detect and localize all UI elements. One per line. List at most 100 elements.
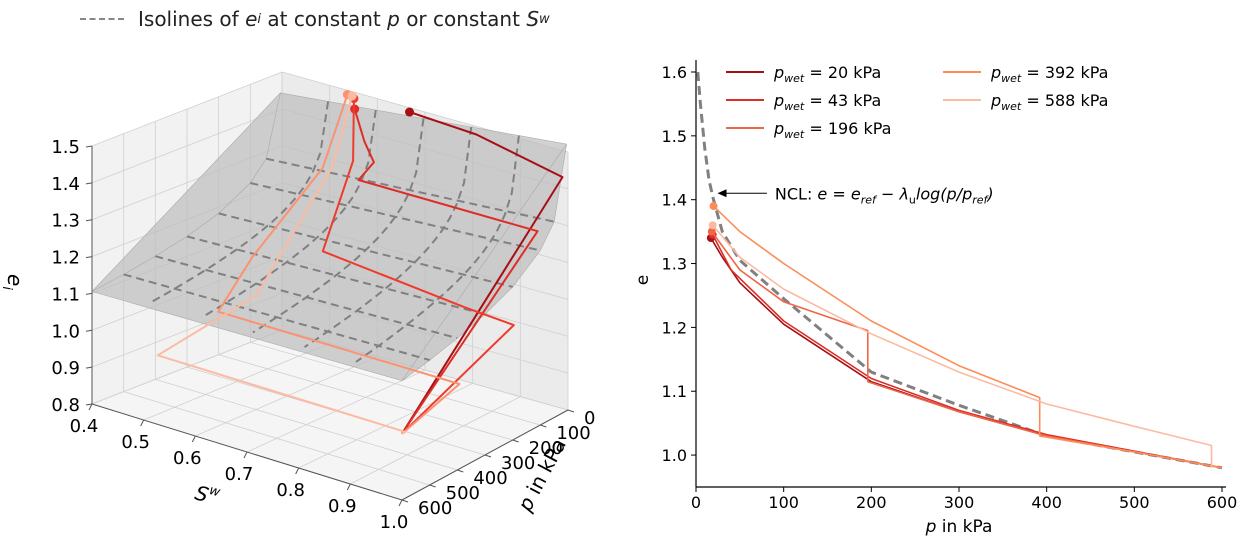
p-tick-mark bbox=[567, 409, 575, 413]
z-tick-label: 0.8 bbox=[51, 395, 80, 416]
z-tick-mark bbox=[85, 145, 93, 148]
sw-tick-mark bbox=[88, 403, 93, 411]
sw-tick-label: 0.4 bbox=[70, 416, 99, 437]
p-tick-label: 600 bbox=[418, 498, 452, 519]
z-tick-mark bbox=[85, 366, 93, 369]
z-tick-mark bbox=[85, 256, 93, 259]
z-tick-mark bbox=[85, 292, 93, 295]
z-axis-label: ei bbox=[0, 274, 27, 290]
series-start-marker-2 bbox=[707, 227, 716, 236]
series-start-marker-4 bbox=[708, 221, 717, 230]
legend-label-4: pwet = 588 kPa bbox=[990, 91, 1108, 113]
x-tick-label: 0 bbox=[691, 493, 701, 512]
isoline-constant-p bbox=[218, 212, 513, 288]
p-tick-mark bbox=[540, 424, 547, 428]
legend-label-2: pwet = 196 kPa bbox=[773, 119, 891, 141]
stress-path-0 bbox=[401, 111, 564, 435]
z-tick-mark bbox=[85, 182, 93, 185]
surface-chart-3d: 0.4 0.5 0.6 0.7 0.8 0.9 1.0 0100200300400500600… bbox=[0, 71, 595, 533]
p-tick-mark bbox=[401, 499, 409, 503]
p-tick-label: 0 bbox=[584, 408, 595, 429]
p-tick-label: 500 bbox=[446, 483, 480, 504]
stress-path-3 bbox=[217, 94, 461, 435]
sw-tick-mark bbox=[295, 467, 300, 475]
legend-s-superscript: w bbox=[539, 11, 550, 27]
series-line-0 bbox=[710, 237, 1223, 469]
isoline-constant-sw bbox=[355, 135, 520, 363]
figure-legend-or: or constant bbox=[406, 7, 520, 31]
z-tick-label: 1.3 bbox=[51, 211, 80, 232]
annotation-arrow-head bbox=[717, 189, 727, 198]
x-axis-label: p in kPa bbox=[925, 517, 993, 537]
series-line-4 bbox=[712, 224, 1213, 468]
x-tick-label: 100 bbox=[768, 493, 799, 512]
x-tick-label: 200 bbox=[856, 493, 887, 512]
figure-legend-mid: at constant bbox=[267, 7, 381, 31]
y-tick-label: 1.6 bbox=[662, 63, 687, 82]
p-tick-label: 200 bbox=[529, 438, 563, 459]
stress-path-4 bbox=[156, 95, 407, 435]
line-chart-legend: pwet = 20 kPa pwet = 43 kPa pwet = 196 kPa… bbox=[726, 63, 1108, 141]
isoline-constant-sw bbox=[200, 109, 377, 319]
y-tick-label: 1.3 bbox=[662, 255, 687, 274]
sw-tick-mark bbox=[346, 483, 351, 491]
z-tick-label: 1.2 bbox=[51, 248, 80, 269]
z-tick-label: 0.9 bbox=[51, 358, 80, 379]
stress-path-2 bbox=[321, 98, 515, 435]
sw-tick-label: 0.7 bbox=[225, 464, 254, 485]
z-tick-label: 1.0 bbox=[51, 321, 80, 342]
isoline-constant-sw bbox=[303, 126, 473, 348]
floor-gridline-sw bbox=[143, 342, 330, 421]
y-tick-label: 1.2 bbox=[662, 318, 687, 337]
void-ratio-line-chart: 0 100 200 300 400 500 600 1.0 1.1 1.2 1.3 1.4 1.5 1.6… bbox=[633, 60, 1238, 537]
y-tick-label: 1.5 bbox=[662, 127, 687, 146]
legend-label-0: pwet = 20 kPa bbox=[773, 63, 881, 85]
z-tick-mark bbox=[85, 403, 93, 406]
sw-tick-mark bbox=[140, 419, 145, 427]
sw-axis-label: Sw bbox=[192, 480, 222, 511]
sw-tick-label: 0.9 bbox=[328, 496, 357, 517]
legend-s-symbol: S bbox=[526, 7, 540, 31]
legend-label-1: pwet = 43 kPa bbox=[773, 91, 881, 113]
series-line-3 bbox=[712, 205, 1223, 469]
stress-path-1 bbox=[353, 108, 539, 435]
p-tick-mark bbox=[512, 439, 519, 443]
p-tick-label: 300 bbox=[501, 453, 535, 474]
sw-tick-mark bbox=[398, 499, 403, 507]
z-tick-mark bbox=[85, 329, 93, 332]
series-start-marker-3 bbox=[709, 202, 718, 211]
p-tick-mark bbox=[429, 484, 436, 488]
p-tick-label: 100 bbox=[556, 423, 590, 444]
figure-legend-pre: Isolines of bbox=[138, 7, 239, 31]
stress-path-start-4 bbox=[347, 91, 357, 101]
y-tick-label: 1.0 bbox=[662, 446, 687, 465]
p-tick-mark bbox=[457, 469, 464, 473]
y-axis-label: e bbox=[633, 275, 653, 285]
x-tick-label: 600 bbox=[1207, 493, 1238, 512]
sw-tick-mark bbox=[243, 451, 248, 459]
p-tick-mark bbox=[484, 454, 492, 458]
isoline-constant-p bbox=[265, 157, 555, 223]
sw-tick-label: 0.8 bbox=[276, 480, 305, 501]
sw-tick-label: 0.6 bbox=[173, 448, 202, 469]
z-tick-label: 1.4 bbox=[51, 174, 80, 195]
legend-e-symbol: e bbox=[245, 7, 258, 31]
sw-tick-label: 1.0 bbox=[380, 512, 409, 533]
sw-tick-mark bbox=[191, 435, 196, 443]
floor-gridline-sw bbox=[350, 396, 521, 485]
x-tick-label: 400 bbox=[1031, 493, 1062, 512]
series-line-1 bbox=[711, 234, 1223, 469]
isoline-constant-sw bbox=[252, 118, 425, 334]
z-tick-mark bbox=[85, 219, 93, 222]
sw-tick-label: 0.5 bbox=[121, 432, 150, 453]
y-tick-label: 1.1 bbox=[662, 382, 687, 401]
legend-label-3: pwet = 392 kPa bbox=[990, 63, 1108, 85]
z-tick-label: 1.1 bbox=[51, 284, 80, 305]
floor-gridline-sw bbox=[91, 329, 283, 405]
stress-path-start-0 bbox=[405, 107, 415, 117]
isoline-constant-sw bbox=[149, 101, 330, 304]
x-tick-label: 300 bbox=[944, 493, 975, 512]
isoline-legend-swatch bbox=[80, 18, 124, 20]
floor-gridline-sw bbox=[195, 356, 378, 437]
